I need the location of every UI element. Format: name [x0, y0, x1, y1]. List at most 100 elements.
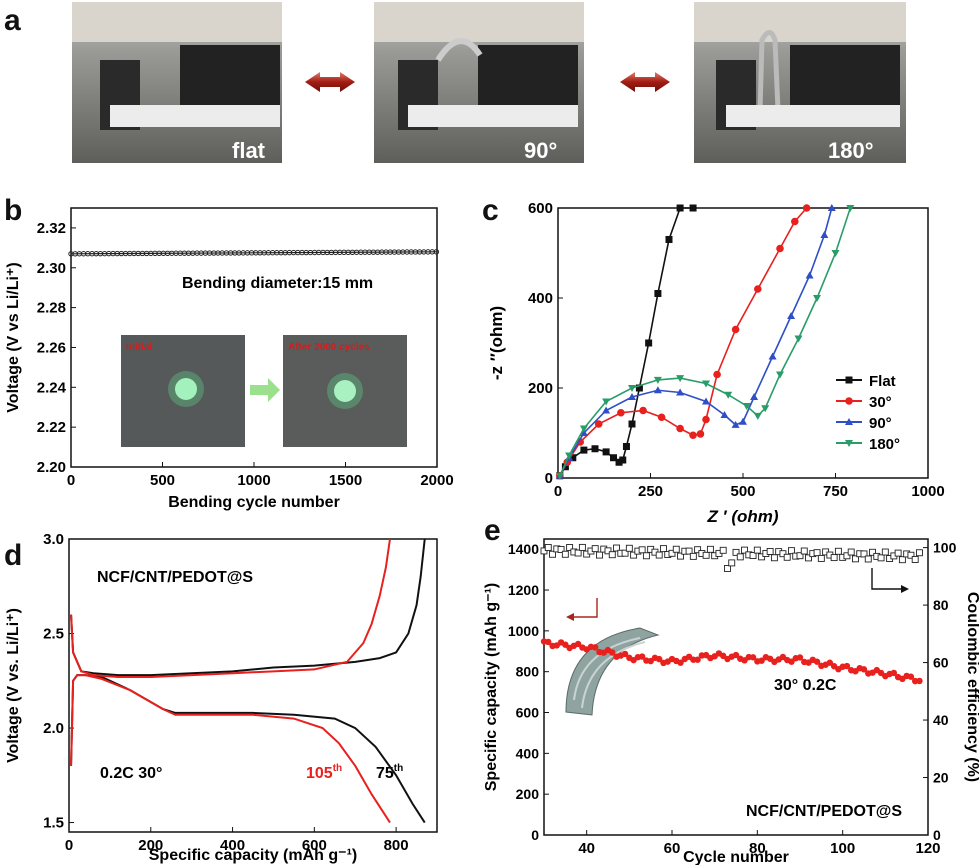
x-axis-label: Z ′ (ohm)	[706, 507, 778, 526]
efficiency-point	[813, 549, 821, 557]
capacity-point	[813, 658, 821, 665]
efficiency-point	[907, 551, 915, 559]
curved-electrode-icon	[565, 627, 660, 716]
efficiency-point	[613, 544, 620, 552]
x-tick-label: 500	[150, 472, 175, 489]
x-tick-label: 1000	[237, 472, 270, 489]
capacity-point	[694, 656, 701, 663]
data-point	[820, 231, 829, 238]
capacity-point	[609, 649, 616, 656]
x-tick-label: 750	[823, 483, 848, 500]
data-point	[622, 443, 630, 450]
y2-tick-label: 60	[933, 655, 949, 671]
data-point	[776, 371, 784, 379]
data-point	[676, 204, 684, 212]
capacity-point	[732, 651, 740, 659]
panel-label-c: c	[482, 194, 499, 227]
capacity-point	[788, 658, 795, 665]
data-point	[619, 456, 627, 464]
y-tick-label: 1400	[508, 541, 539, 557]
data-point	[742, 403, 751, 410]
capacity-point	[592, 644, 599, 651]
efficiency-point	[852, 555, 859, 563]
y2-tick-label: 80	[933, 597, 949, 613]
superscript: th	[394, 763, 403, 774]
y-tick-label: 2.30	[37, 260, 66, 277]
data-point	[776, 244, 784, 253]
data-point	[676, 424, 684, 433]
data-point	[657, 413, 666, 422]
data-point	[602, 406, 611, 414]
efficiency-point	[770, 554, 778, 562]
double-arrow-icon	[305, 72, 355, 92]
y2-tick-label: 0	[933, 827, 941, 843]
photo-180: 180°	[694, 2, 906, 163]
y-tick-label: 400	[528, 290, 553, 307]
efficiency-point	[911, 556, 919, 563]
photo-label-180: 180°	[828, 138, 874, 163]
sample-label: NCF/CNT/PEDOT@S	[746, 803, 902, 820]
curve-0-0	[70, 674, 426, 824]
curve-0-1	[70, 538, 426, 677]
capacity-point	[545, 638, 552, 646]
axes-frame	[543, 538, 929, 836]
efficiency-point	[805, 554, 812, 562]
capacity-point	[843, 662, 851, 670]
x-tick-label: 100	[830, 840, 855, 857]
efficiency-point	[847, 548, 855, 556]
data-point	[731, 325, 740, 334]
efficiency-point	[561, 550, 569, 558]
efficiency-point	[625, 544, 633, 552]
x-tick-label: 200	[138, 837, 163, 854]
curve-1-0	[70, 674, 391, 824]
annotation: Bending diameter:15 mm	[182, 275, 373, 292]
y-axis-label: Voltage (V vs Li/Li⁺)	[5, 262, 22, 412]
efficiency-point	[877, 554, 885, 562]
efficiency-point	[591, 545, 599, 553]
inset-label-after: After 2000 cycles	[288, 342, 370, 353]
legend-marker	[845, 440, 853, 447]
y-tick-label: 1.5	[43, 815, 64, 832]
y-tick-label: 2.24	[37, 379, 67, 396]
superscript: th	[333, 763, 342, 774]
efficiency-point	[574, 549, 582, 557]
capacity-point	[677, 659, 684, 666]
efficiency-point	[677, 552, 684, 560]
capacity-point	[656, 655, 663, 663]
efficiency-point	[898, 556, 906, 564]
efficiency-point	[753, 546, 761, 554]
y-tick-label: 2.0	[43, 720, 64, 737]
photo-flat: flat	[72, 2, 282, 163]
capacity-point	[758, 657, 765, 664]
efficiency-point	[916, 549, 923, 557]
data-point	[702, 397, 710, 405]
legend-marker	[845, 397, 853, 405]
condition-label: 0.2C 30°	[100, 765, 162, 782]
capacity-point	[826, 659, 834, 666]
chart-c: 0 250 500 750 1000 0 200 400 600 Z ′ (ohm) -z ″(oh…	[487, 200, 945, 526]
data-point	[827, 204, 836, 211]
data-point	[628, 393, 636, 400]
y-tick-label: 600	[516, 705, 540, 721]
x-tick-label: 2000	[420, 472, 453, 489]
capacity-point	[907, 673, 915, 680]
condition-label: 30° 0.2C	[774, 677, 837, 694]
series-line-1	[559, 207, 808, 477]
arrow-right-icon	[250, 378, 280, 402]
legend-marker	[845, 418, 853, 425]
capacity-point	[890, 669, 898, 677]
y-tick-label: 2.28	[37, 300, 66, 317]
efficiency-point	[728, 559, 736, 567]
efficiency-point	[694, 546, 702, 554]
data-point	[610, 454, 617, 462]
y-tick-label: 600	[528, 200, 553, 217]
y-tick-label: 400	[516, 745, 540, 761]
data-point	[791, 217, 799, 226]
efficiency-point	[549, 550, 556, 558]
efficiency-point	[706, 545, 714, 553]
efficiency-point	[660, 545, 667, 553]
data-point	[813, 295, 821, 302]
data-point	[754, 285, 762, 293]
data-point	[702, 415, 710, 424]
efficiency-point	[796, 552, 804, 560]
